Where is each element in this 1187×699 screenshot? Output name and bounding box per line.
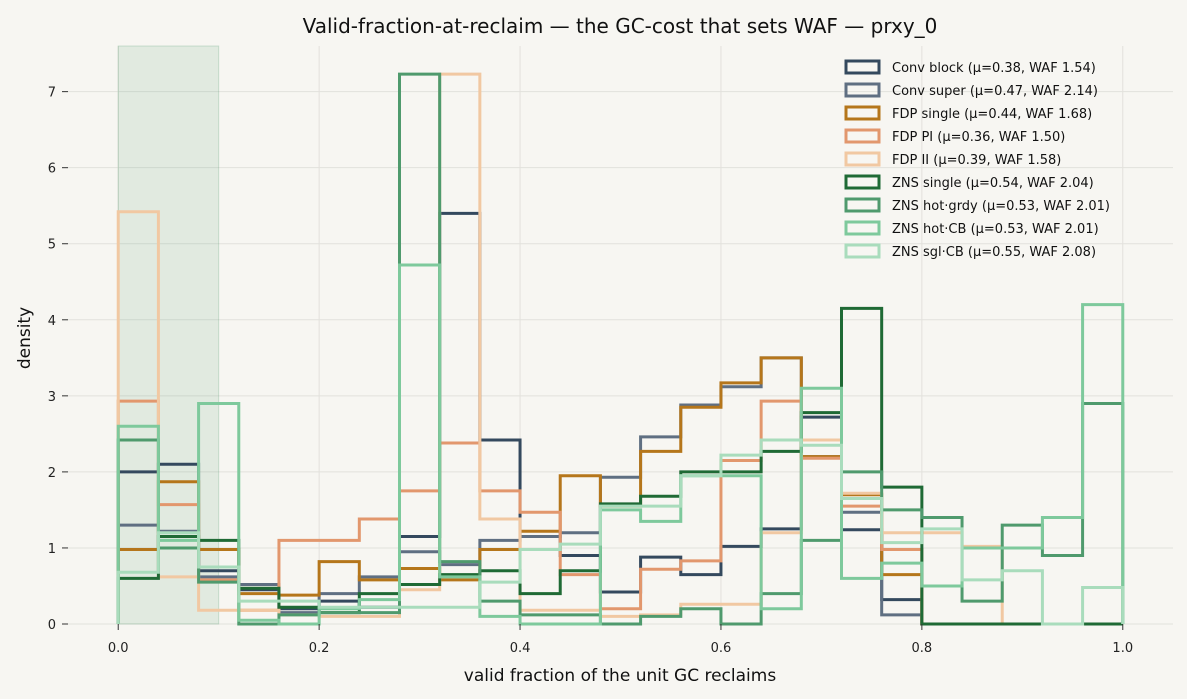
x-axis-ticks: 0.0 0.2 0.4 0.6 0.8 1.0 bbox=[108, 624, 1133, 656]
series-group bbox=[116, 72, 1125, 626]
y-tick-label: 1 bbox=[48, 542, 56, 557]
legend-swatch bbox=[844, 220, 881, 236]
legend-label: Conv super (μ=0.47, WAF 2.14) bbox=[892, 84, 1098, 99]
series-step-8 bbox=[116, 438, 1125, 626]
x-tick-label: 0.4 bbox=[510, 641, 531, 656]
y-tick-label: 4 bbox=[48, 314, 56, 329]
legend-label: ZNS hot·grdy (μ=0.53, WAF 2.01) bbox=[892, 199, 1110, 214]
legend-label: Conv block (μ=0.38, WAF 1.54) bbox=[892, 61, 1096, 76]
legend-label: FDP single (μ=0.44, WAF 1.68) bbox=[892, 107, 1092, 122]
y-axis-label: density bbox=[15, 307, 35, 369]
legend-label: ZNS sgl·CB (μ=0.55, WAF 2.08) bbox=[892, 245, 1096, 260]
x-tick-label: 0.6 bbox=[711, 641, 732, 656]
x-tick-label: 0.8 bbox=[912, 641, 933, 656]
x-tick-label: 1.0 bbox=[1112, 641, 1133, 656]
legend-swatch bbox=[844, 197, 881, 213]
legend-swatch bbox=[844, 151, 881, 167]
legend-label: ZNS single (μ=0.54, WAF 2.04) bbox=[892, 176, 1094, 191]
legend-swatch bbox=[844, 174, 881, 190]
legend-swatch bbox=[844, 59, 881, 75]
x-tick-label: 0.0 bbox=[108, 641, 129, 656]
y-tick-label: 0 bbox=[48, 618, 56, 633]
y-axis-ticks: 0 1 2 3 4 5 6 7 bbox=[48, 86, 68, 633]
legend-swatch bbox=[844, 105, 881, 121]
x-tick-label: 0.2 bbox=[309, 641, 330, 656]
shaded-region bbox=[117, 45, 220, 625]
legend-label: FDP II (μ=0.39, WAF 1.58) bbox=[892, 153, 1061, 168]
legend-swatch bbox=[844, 243, 881, 259]
y-tick-label: 5 bbox=[48, 238, 56, 253]
chart-title: Valid-fraction-at-reclaim — the GC-cost … bbox=[303, 14, 938, 38]
legend-swatch bbox=[844, 82, 881, 98]
x-axis-label: valid fraction of the unit GC reclaims bbox=[464, 666, 777, 686]
series-step-5 bbox=[116, 306, 1123, 626]
y-tick-label: 7 bbox=[48, 86, 56, 101]
legend: Conv block (μ=0.38, WAF 1.54) Conv super … bbox=[844, 59, 1110, 260]
legend-label: ZNS hot·CB (μ=0.53, WAF 2.01) bbox=[892, 222, 1099, 237]
legend-label: FDP PI (μ=0.36, WAF 1.50) bbox=[892, 130, 1065, 145]
y-tick-label: 6 bbox=[48, 162, 56, 177]
legend-swatch bbox=[844, 128, 881, 144]
grid-lines bbox=[68, 46, 1173, 625]
y-tick-label: 3 bbox=[48, 390, 56, 405]
y-tick-label: 2 bbox=[48, 466, 56, 481]
